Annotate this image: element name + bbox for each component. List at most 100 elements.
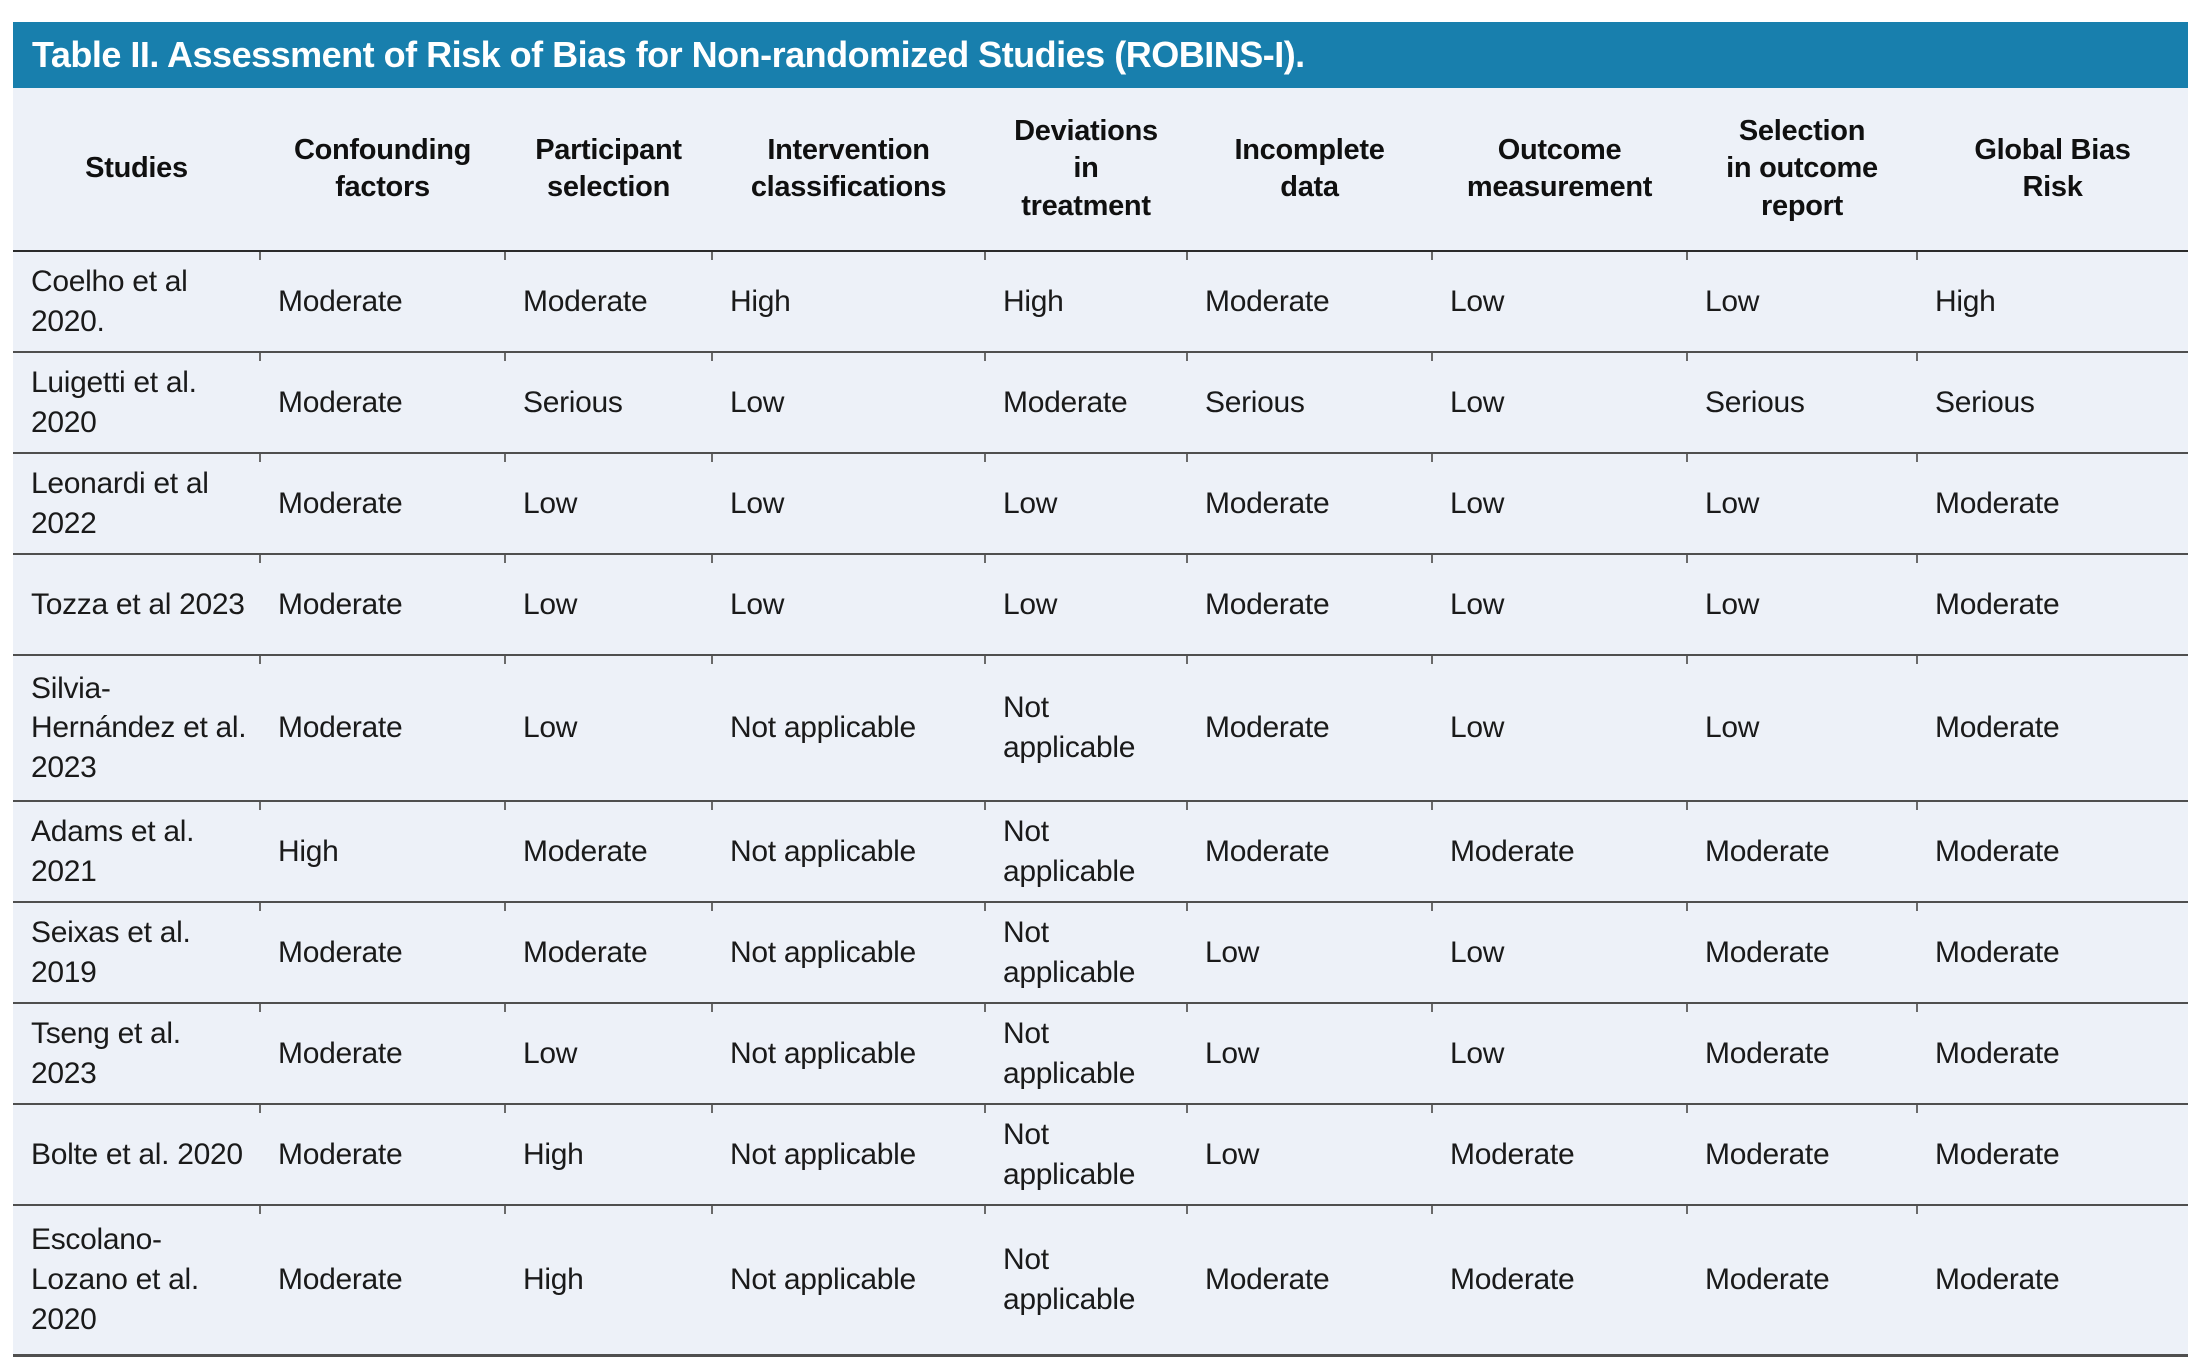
rating-cell: Moderate <box>259 251 505 353</box>
rating-cell: Moderate <box>504 801 712 903</box>
table-title: Table II. Assessment of Risk of Bias for… <box>32 34 1305 75</box>
rating-cell: Moderate <box>1916 1003 2188 1105</box>
rating-cell: Low <box>504 453 712 555</box>
rating-cell: Low <box>1431 655 1687 802</box>
table-row: Escolano-Lozano et al. 2020 Moderate High N… <box>13 1205 2188 1357</box>
table-row: Seixas et al. 2019 Moderate Moderate Not ap… <box>13 902 2188 1004</box>
rating-cell: Not applicable <box>984 902 1187 1004</box>
rating-cell: Moderate <box>504 251 712 353</box>
table-row: Bolte et al. 2020 Moderate High Not applica… <box>13 1104 2188 1206</box>
rating-cell: Low <box>984 453 1187 555</box>
rating-cell: Serious <box>1186 352 1432 454</box>
rating-cell: High <box>984 251 1187 353</box>
study-name-cell: Luigetti et al. 2020 <box>13 352 260 454</box>
rating-cell: Not applicable <box>711 1205 985 1357</box>
rating-cell: Moderate <box>504 902 712 1004</box>
rating-cell: Low <box>711 352 985 454</box>
rating-cell: Moderate <box>1916 902 2188 1004</box>
column-header: Studies <box>13 88 260 252</box>
study-name-cell: Tseng et al. 2023 <box>13 1003 260 1105</box>
table-header: Studies Confounding factors Participant se… <box>13 88 2188 252</box>
rating-cell: Low <box>1431 352 1687 454</box>
study-name-cell: Coelho et al 2020. <box>13 251 260 353</box>
study-name-cell: Tozza et al 2023 <box>13 554 260 656</box>
rating-cell: Not applicable <box>984 801 1187 903</box>
column-header: Outcome measurement <box>1432 88 1687 252</box>
rating-cell: Moderate <box>1186 801 1432 903</box>
table-row: Leonardi et al 2022 Moderate Low Low Low Mode… <box>13 453 2188 555</box>
study-name-cell: Adams et al. 2021 <box>13 801 260 903</box>
rating-cell: High <box>259 801 505 903</box>
rating-cell: High <box>1916 251 2188 353</box>
column-header: Selection in outcome report <box>1687 88 1917 252</box>
rating-cell: Serious <box>1686 352 1917 454</box>
rating-cell: Moderate <box>1186 453 1432 555</box>
rating-cell: Moderate <box>1686 1205 1917 1357</box>
rating-cell: Moderate <box>1186 1205 1432 1357</box>
rating-cell: Low <box>1186 1003 1432 1105</box>
table-title-bar: Table II. Assessment of Risk of Bias for… <box>13 22 2188 88</box>
rating-cell: Moderate <box>259 1104 505 1206</box>
rating-cell: Moderate <box>1431 1205 1687 1357</box>
rating-cell: Moderate <box>1186 554 1432 656</box>
study-name-cell: Silvia-Hernández et al. 2023 <box>13 655 260 802</box>
rating-cell: Moderate <box>259 655 505 802</box>
rating-cell: Moderate <box>1686 801 1917 903</box>
column-header: Participant selection <box>505 88 712 252</box>
robins-table: Studies Confounding factors Participant se… <box>13 88 2188 1357</box>
rating-cell: Not applicable <box>984 1003 1187 1105</box>
table-row: Tozza et al 2023 Moderate Low Low Low Moderat… <box>13 554 2188 656</box>
rating-cell: Not applicable <box>711 1104 985 1206</box>
rating-cell: Low <box>1431 453 1687 555</box>
column-header: Confounding factors <box>260 88 505 252</box>
rating-cell: Moderate <box>1916 655 2188 802</box>
rating-cell: Moderate <box>1686 1104 1917 1206</box>
table-row: Luigetti et al. 2020 Moderate Serious Low Mo… <box>13 352 2188 454</box>
study-name-cell: Seixas et al. 2019 <box>13 902 260 1004</box>
column-header: Global Bias Risk <box>1917 88 2188 252</box>
study-name-cell: Escolano-Lozano et al. 2020 <box>13 1205 260 1357</box>
rating-cell: Low <box>1431 251 1687 353</box>
rating-cell: Not applicable <box>984 1104 1187 1206</box>
rating-cell: Moderate <box>259 1205 505 1357</box>
study-name-cell: Bolte et al. 2020 <box>13 1104 260 1206</box>
study-name-cell: Leonardi et al 2022 <box>13 453 260 555</box>
rating-cell: Low <box>1431 554 1687 656</box>
rating-cell: Moderate <box>259 902 505 1004</box>
table-row: Coelho et al 2020. Moderate Moderate High Hi… <box>13 251 2188 353</box>
rating-cell: Low <box>1686 251 1917 353</box>
rating-cell: High <box>711 251 985 353</box>
table-row: Adams et al. 2021 High Moderate Not applica… <box>13 801 2188 903</box>
column-header: Deviations in treatment <box>985 88 1187 252</box>
column-header: Intervention classifications <box>712 88 985 252</box>
rating-cell: Low <box>1686 655 1917 802</box>
rating-cell: Moderate <box>1686 902 1917 1004</box>
rating-cell: Low <box>1686 453 1917 555</box>
rating-cell: Moderate <box>1186 251 1432 353</box>
table-row: Tseng et al. 2023 Moderate Low Not applicab… <box>13 1003 2188 1105</box>
rating-cell: Moderate <box>984 352 1187 454</box>
table-body: Coelho et al 2020. Moderate Moderate High Hi… <box>13 251 2188 1357</box>
rating-cell: Not applicable <box>711 1003 985 1105</box>
rating-cell: Moderate <box>259 554 505 656</box>
header-row: Studies Confounding factors Participant se… <box>13 88 2188 252</box>
rating-cell: Moderate <box>1916 453 2188 555</box>
rating-cell: Moderate <box>1431 1104 1687 1206</box>
rating-cell: Moderate <box>1916 1104 2188 1206</box>
rating-cell: Moderate <box>259 453 505 555</box>
rating-cell: Low <box>504 1003 712 1105</box>
rating-cell: Low <box>1186 902 1432 1004</box>
rating-cell: Low <box>1431 902 1687 1004</box>
rating-cell: Not applicable <box>711 801 985 903</box>
rating-cell: Serious <box>1916 352 2188 454</box>
rating-cell: Not applicable <box>711 655 985 802</box>
rating-cell: Moderate <box>1431 801 1687 903</box>
rating-cell: Moderate <box>1686 1003 1917 1105</box>
rating-cell: Low <box>711 554 985 656</box>
robins-table-container: Table II. Assessment of Risk of Bias for… <box>13 22 2188 1357</box>
rating-cell: Serious <box>504 352 712 454</box>
rating-cell: Not applicable <box>711 902 985 1004</box>
rating-cell: Not applicable <box>984 655 1187 802</box>
rating-cell: Low <box>1431 1003 1687 1105</box>
